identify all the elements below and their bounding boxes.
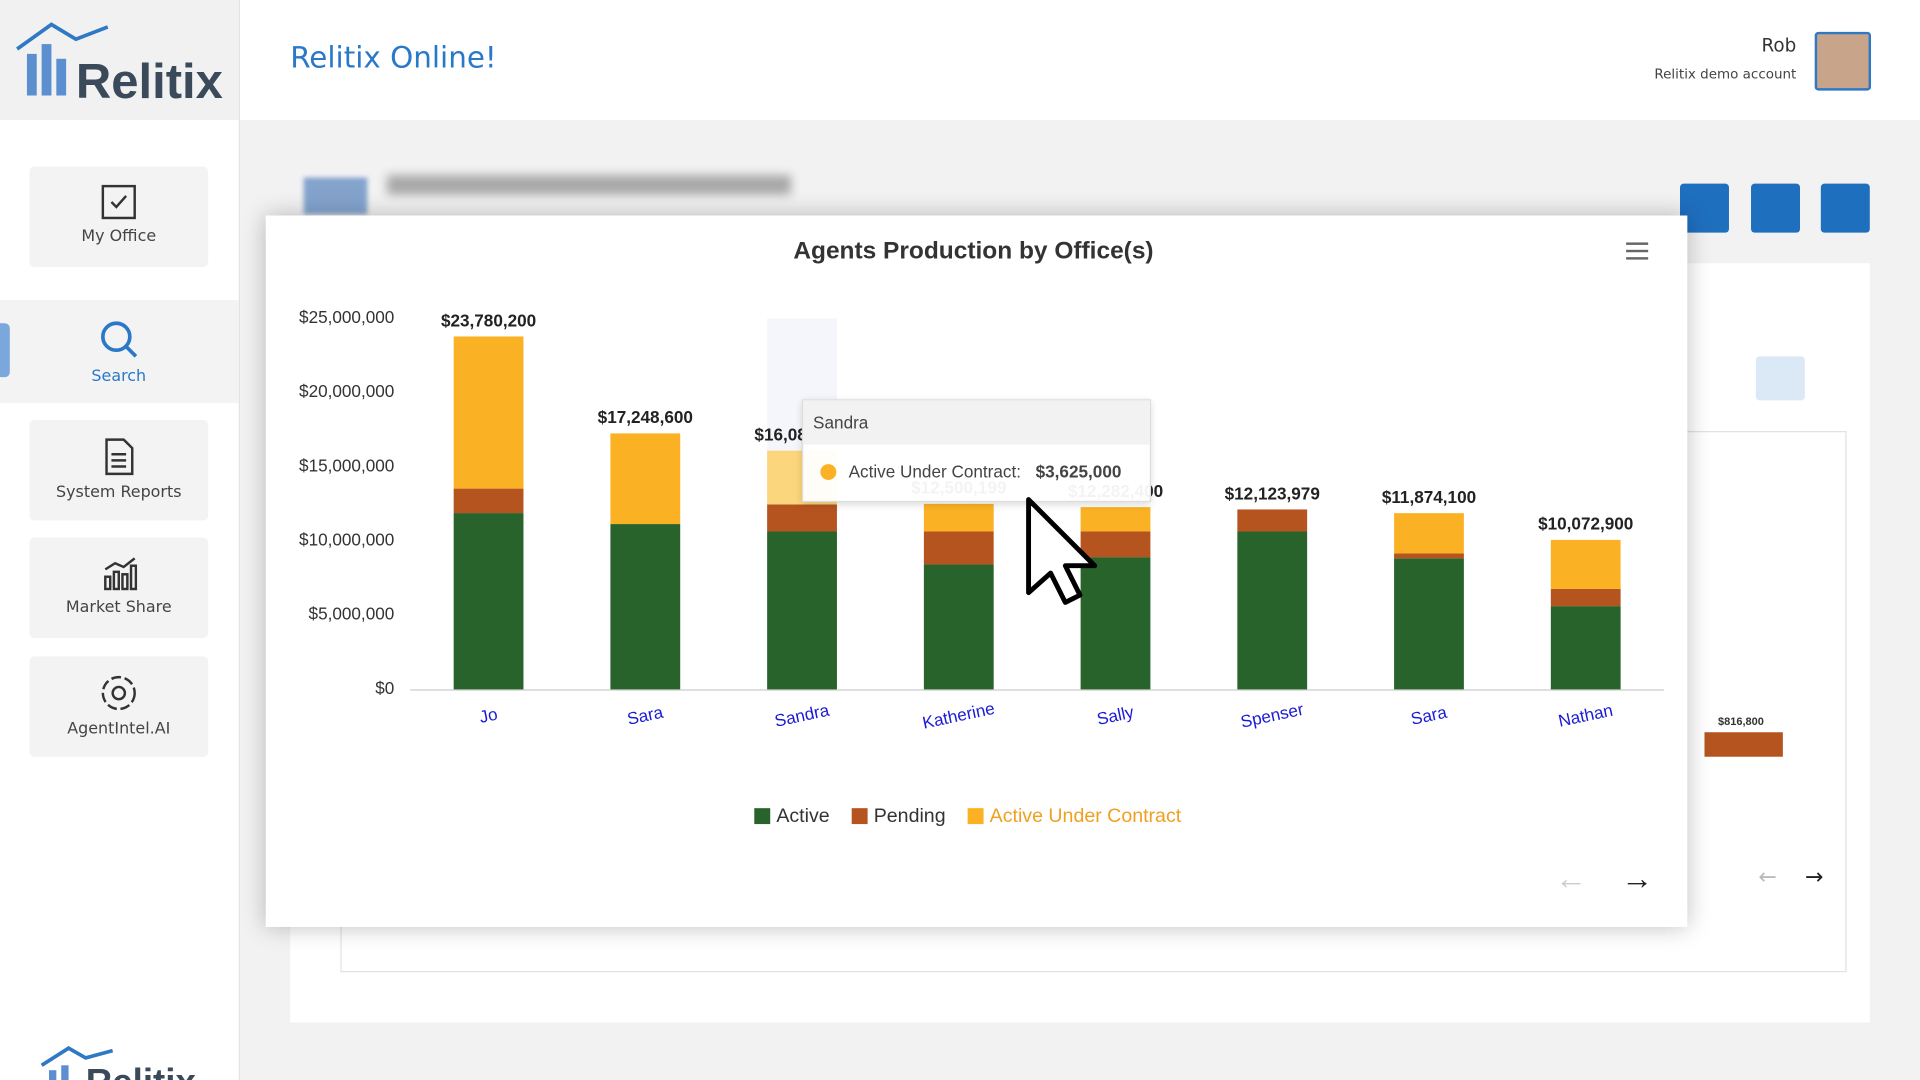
nav-my-office[interactable]: My Office <box>29 166 209 267</box>
nav-agentintel[interactable]: AgentIntel.AI <box>29 656 209 757</box>
background-label: $816,800 <box>1717 715 1764 728</box>
blurred-office <box>386 175 792 195</box>
y-tick-label: $10,000,000 <box>299 530 394 550</box>
bar-segment <box>453 488 524 514</box>
chart: Agents Production by Office(s) ← → $0 $5,… <box>299 238 1665 896</box>
bar-segment <box>1550 588 1621 607</box>
bar-segment <box>610 524 681 690</box>
y-tick-label: $0 <box>375 678 394 698</box>
total-label: $23,780,200 <box>441 310 536 330</box>
y-tick-label: $15,000,000 <box>299 455 394 475</box>
x-tick-label: Jo <box>477 704 499 727</box>
tooltip-dot <box>820 464 837 481</box>
prev-arrow[interactable]: ← <box>1555 860 1587 896</box>
bar-segment <box>767 531 837 690</box>
prev-arrow[interactable]: ← <box>1758 864 1777 891</box>
user-account: Relitix demo account <box>1654 66 1797 83</box>
icon <box>101 675 136 711</box>
bar-segment <box>1394 558 1464 690</box>
total-label: $10,072,900 <box>1538 514 1633 534</box>
background-bar <box>1704 732 1783 757</box>
total-label: $12,123,979 <box>1225 483 1320 503</box>
nav-indicator <box>0 323 10 378</box>
logo-text: Relitix <box>76 55 223 109</box>
tooltip: Sandra Active Under Contract: $3,625,000 <box>802 399 1152 503</box>
avatar[interactable] <box>1814 31 1872 91</box>
next-arrow[interactable]: → <box>1621 860 1653 896</box>
bar-segment <box>923 503 994 532</box>
footer-logo: Relitix <box>40 1046 197 1080</box>
nav-label: System Reports <box>56 483 182 503</box>
icon <box>104 557 138 591</box>
menu-icon[interactable] <box>1626 242 1649 260</box>
x-tick-label: Sally <box>1095 702 1136 729</box>
bar-segment <box>1237 531 1308 690</box>
bar-segment <box>1550 606 1621 690</box>
bar-segment <box>923 531 994 565</box>
x-tick-label: Sandra <box>773 700 832 731</box>
settings-button[interactable] <box>1820 183 1870 233</box>
x-tick-label: Sara <box>625 702 665 729</box>
bar-segment <box>1550 539 1621 589</box>
x-tick-label: Sara <box>1409 702 1449 729</box>
bar-segment <box>1394 513 1464 554</box>
chart-title: Agents Production by Office(s) <box>793 238 1153 265</box>
y-tick-label: $5,000,000 <box>309 604 395 624</box>
nav-label: AgentIntel.AI <box>67 720 171 739</box>
x-tick-label: Spenser <box>1239 699 1306 732</box>
legend-swatch <box>967 808 984 825</box>
app-title: Relitix Online! <box>290 40 497 75</box>
bar-segment <box>767 504 837 532</box>
tooltip-title: Sandra <box>803 400 1150 445</box>
bar-segment <box>1394 553 1464 559</box>
tooltip-series: Active Under Contract: <box>848 461 1022 482</box>
nav-label: Market Share <box>65 598 172 618</box>
cursor <box>1026 497 1098 605</box>
legend-label: Active Under Contract <box>990 805 1182 827</box>
y-tick-label: $20,000,000 <box>299 381 394 401</box>
chart-modal: Agents Production by Office(s) ← → $0 $5,… <box>265 215 1688 927</box>
next-arrow[interactable]: → <box>1804 864 1824 891</box>
bar-segment <box>610 433 681 525</box>
legend-label: Pending <box>874 805 946 827</box>
filter-button[interactable] <box>1755 356 1805 401</box>
logo-text: Relitix <box>86 1062 197 1080</box>
x-tick-label: Nathan <box>1556 700 1614 731</box>
logo: Relitix <box>16 22 223 109</box>
icon <box>105 438 134 476</box>
nav-system-reports[interactable]: System Reports <box>29 420 209 521</box>
user-name: Rob <box>1761 34 1797 57</box>
legend-swatch <box>851 808 868 825</box>
office-logo <box>303 177 368 215</box>
nav-label: My Office <box>81 227 157 247</box>
bar-segment <box>1080 531 1151 558</box>
x-tick-label: Katherine <box>921 698 997 733</box>
nav-market-share[interactable]: Market Share <box>29 537 209 638</box>
bar-segment <box>1080 507 1151 532</box>
bar-segment <box>1237 509 1308 532</box>
tooltip-row: Active Under Contract: $3,625,000 <box>803 444 1150 481</box>
home-button[interactable] <box>1680 183 1729 233</box>
total-label: $17,248,600 <box>598 407 693 427</box>
y-tick-label: $25,000,000 <box>299 307 394 327</box>
legend-swatch <box>754 808 771 825</box>
logo-area: Relitix <box>0 0 239 121</box>
nav-search[interactable]: Search <box>29 301 208 401</box>
learn-button[interactable] <box>1751 183 1801 233</box>
icon <box>101 321 138 358</box>
icon <box>101 184 136 220</box>
bar-segment <box>453 336 524 489</box>
legend-label: Active <box>776 805 829 827</box>
bar-segment <box>923 564 994 690</box>
bar-segment <box>1080 557 1151 690</box>
bar-segment <box>453 513 524 690</box>
header <box>240 0 1920 121</box>
total-label: $11,874,100 <box>1382 487 1476 507</box>
tooltip-value: $3,625,000 <box>1035 461 1122 482</box>
nav-label: Search <box>91 367 147 386</box>
